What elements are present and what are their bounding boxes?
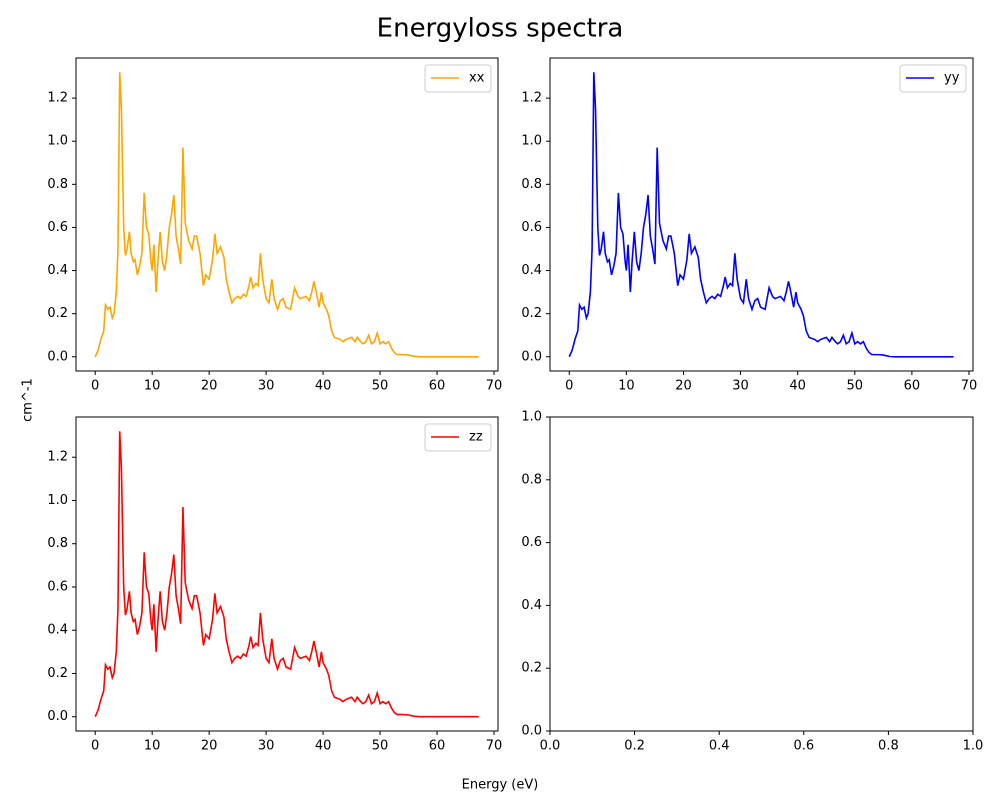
y-tick-label: 0.8 [521, 472, 542, 487]
y-tick-label: 1.2 [47, 91, 68, 106]
y-tick-label: 0.4 [47, 263, 68, 278]
x-tick-label: 10 [144, 379, 161, 394]
x-tick-label: 1.0 [963, 739, 984, 754]
legend-label: zz [469, 430, 483, 445]
y-tick-label: 1.0 [521, 134, 542, 149]
x-tick-label: 60 [429, 379, 446, 394]
series-line [94, 431, 479, 718]
x-tick-label: 40 [315, 739, 332, 754]
y-tick-label: 0.4 [47, 623, 68, 638]
x-tick-label: 0.8 [878, 739, 899, 754]
x-tick-label: 40 [789, 379, 806, 394]
y-tick-label: 1.0 [521, 410, 542, 425]
x-tick-label: 30 [258, 739, 275, 754]
y-tick-label: 0.2 [47, 666, 68, 681]
y-tick-label: 0.6 [47, 579, 68, 594]
x-tick-label: 10 [618, 379, 635, 394]
y-tick-label: 0.8 [521, 177, 542, 192]
y-axis-label: cm^-1 [21, 378, 36, 422]
y-tick-label: 1.2 [521, 91, 542, 106]
series-line [94, 72, 479, 358]
x-tick-label: 60 [904, 379, 921, 394]
x-tick-label: 60 [429, 739, 446, 754]
x-tick-label: 30 [732, 379, 749, 394]
x-tick-label: 20 [201, 739, 218, 754]
x-tick-label: 70 [486, 739, 503, 754]
y-tick-label: 1.0 [47, 134, 68, 149]
x-axis-label: Energy (eV) [462, 778, 539, 793]
series-line [568, 72, 954, 358]
y-tick-label: 0.8 [47, 177, 68, 192]
axes-frame [75, 57, 499, 372]
y-tick-label: 0.6 [521, 535, 542, 550]
x-tick-label: 0.0 [540, 739, 561, 754]
x-tick-label: 0.2 [624, 739, 645, 754]
y-tick-label: 0.4 [521, 263, 542, 278]
legend-label: xx [469, 71, 485, 86]
x-tick-label: 0 [565, 379, 573, 394]
y-tick-label: 0.6 [47, 220, 68, 235]
x-tick-label: 70 [486, 379, 503, 394]
x-tick-label: 20 [675, 379, 692, 394]
y-tick-label: 0.0 [47, 349, 68, 364]
y-tick-label: 0.4 [521, 598, 542, 613]
axes-frame [549, 416, 974, 732]
x-tick-label: 0.6 [793, 739, 814, 754]
y-tick-label: 0.2 [521, 661, 542, 676]
x-tick-label: 0 [91, 739, 99, 754]
x-tick-label: 70 [961, 379, 978, 394]
x-tick-label: 10 [144, 739, 161, 754]
x-tick-label: 50 [372, 379, 389, 394]
x-tick-label: 0 [91, 379, 99, 394]
x-tick-label: 50 [372, 739, 389, 754]
x-tick-label: 20 [201, 379, 218, 394]
y-tick-label: 1.0 [47, 493, 68, 508]
legend-label: yy [944, 71, 960, 86]
x-tick-label: 0.4 [709, 739, 730, 754]
figure-title: Energyloss spectra [377, 14, 624, 44]
y-tick-label: 0.0 [47, 709, 68, 724]
y-tick-label: 1.2 [47, 450, 68, 465]
x-tick-label: 30 [258, 379, 275, 394]
axes-frame [75, 416, 499, 732]
axes-frame [549, 57, 974, 372]
y-tick-label: 0.6 [521, 220, 542, 235]
y-tick-label: 0.2 [521, 306, 542, 321]
y-tick-label: 0.0 [521, 724, 542, 739]
y-tick-label: 0.8 [47, 536, 68, 551]
y-tick-label: 0.0 [521, 349, 542, 364]
x-tick-label: 50 [847, 379, 864, 394]
x-tick-label: 40 [315, 379, 332, 394]
y-tick-label: 0.2 [47, 306, 68, 321]
